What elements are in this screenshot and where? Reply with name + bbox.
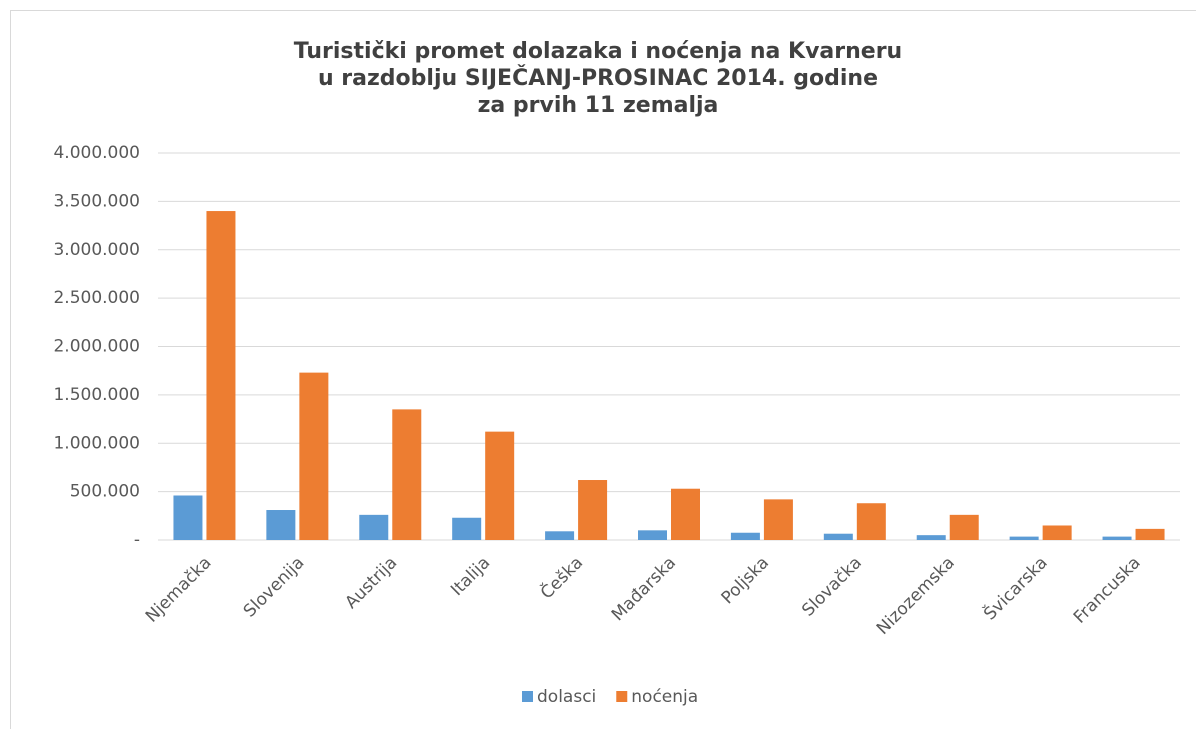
legend-label: dolasci	[537, 687, 596, 707]
y-tick-label: 2.500.000	[53, 288, 140, 308]
bar	[1102, 536, 1132, 540]
bar	[763, 499, 793, 540]
bar	[299, 372, 329, 540]
legend-swatch	[522, 691, 533, 702]
bar	[916, 535, 946, 540]
y-tick-label: 3.500.000	[53, 191, 140, 211]
bar	[359, 514, 389, 540]
bar	[730, 532, 760, 540]
chart-title: u razdoblju SIJEČANJ-PROSINAC 2014. godi…	[318, 65, 878, 91]
bar	[1009, 536, 1039, 540]
y-tick-label: 3.000.000	[53, 240, 140, 260]
bar	[578, 480, 608, 540]
chart-title: Turistički promet dolazaka i noćenja na …	[294, 39, 902, 64]
bar	[545, 531, 575, 540]
y-tick-label: 4.000.000	[53, 143, 140, 163]
bar	[1042, 525, 1072, 540]
legend-swatch	[616, 691, 628, 702]
bar	[173, 495, 203, 540]
bar	[856, 503, 886, 540]
y-tick-label: 500.000	[70, 482, 140, 502]
chart-frame	[10, 10, 1196, 729]
bar	[452, 517, 482, 540]
legend-label: noćenja	[631, 687, 698, 707]
bar	[823, 533, 853, 540]
bar	[485, 431, 515, 540]
bar	[1135, 528, 1165, 540]
y-tick-label: 1.000.000	[53, 433, 140, 453]
chart-title: za prvih 11 zemalja	[478, 93, 719, 118]
bar	[671, 488, 700, 540]
bar	[638, 530, 667, 540]
bar	[949, 514, 979, 540]
bar	[206, 211, 236, 541]
bar	[392, 409, 422, 540]
bar	[266, 510, 296, 540]
y-tick-label: 1.500.000	[53, 385, 140, 405]
y-tick-label: -	[134, 530, 140, 550]
y-tick-label: 2.000.000	[53, 337, 140, 357]
